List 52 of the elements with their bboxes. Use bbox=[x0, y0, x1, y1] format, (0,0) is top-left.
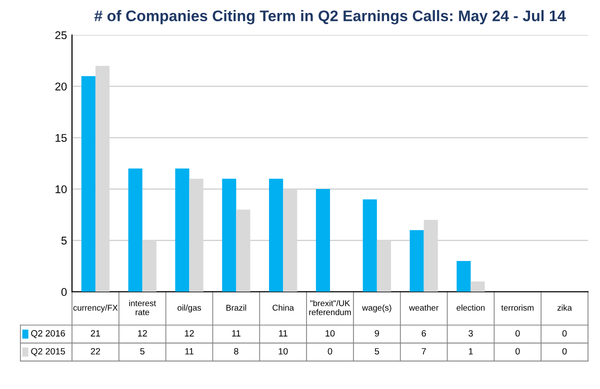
bar bbox=[316, 189, 330, 292]
data-label: 11 bbox=[232, 330, 240, 336]
x-tick-label: wage(s) bbox=[362, 304, 392, 312]
bar bbox=[269, 178, 284, 292]
data-label: 0 bbox=[562, 348, 567, 355]
data-label: 0 bbox=[515, 348, 520, 355]
x-tick-label: Brazil bbox=[226, 304, 246, 311]
bar bbox=[410, 230, 424, 292]
data-label: 6 bbox=[422, 330, 426, 337]
bar bbox=[222, 178, 236, 292]
x-tick-label: oil/gas bbox=[178, 304, 202, 312]
data-label: 7 bbox=[422, 348, 426, 354]
data-label: 0 bbox=[328, 348, 332, 355]
x-tick-label: election bbox=[456, 304, 485, 311]
data-label: 12 bbox=[184, 330, 194, 336]
x-tick-label: "brexit"/UK referendum bbox=[309, 300, 351, 316]
bar bbox=[470, 281, 485, 292]
bar bbox=[81, 76, 96, 292]
data-label: 0 bbox=[515, 330, 520, 337]
data-label: 12 bbox=[138, 330, 147, 336]
y-tick-label: 25 bbox=[55, 31, 67, 40]
x-tick-label: weather bbox=[408, 304, 439, 311]
x-tick-label: China bbox=[272, 304, 294, 311]
data-label: 22 bbox=[90, 348, 100, 354]
data-label: 11 bbox=[279, 330, 288, 336]
x-tick-label: currency/FX bbox=[73, 304, 118, 312]
data-label: 5 bbox=[374, 348, 380, 355]
bar bbox=[456, 260, 471, 292]
data-label: 3 bbox=[468, 330, 473, 337]
bar bbox=[362, 199, 377, 292]
y-tick-label: 20 bbox=[55, 82, 67, 90]
bar bbox=[175, 168, 190, 292]
y-tick-label: 0 bbox=[61, 288, 67, 296]
data-label: 1 bbox=[468, 348, 473, 354]
data-label: 9 bbox=[374, 330, 379, 337]
data-label: 0 bbox=[562, 330, 567, 337]
chart-title: # of Companies Citing Term in Q2 Earnings Calls: May 24 - Jul 14 bbox=[94, 10, 566, 24]
y-tick-label: 5 bbox=[61, 236, 67, 245]
data-label: 10 bbox=[278, 348, 288, 355]
data-label: 10 bbox=[326, 330, 335, 337]
data-label: 5 bbox=[140, 348, 144, 355]
x-tick-label: interest rate bbox=[129, 300, 156, 316]
legend-label: Q2 2015 bbox=[31, 348, 65, 356]
data-label: 11 bbox=[185, 348, 194, 354]
legend-label: Q2 2016 bbox=[31, 330, 65, 338]
x-tick-label: terrorism bbox=[501, 304, 534, 311]
bar bbox=[128, 168, 142, 292]
data-label: 21 bbox=[90, 330, 100, 336]
data-label: 8 bbox=[234, 348, 238, 355]
y-tick-label: 15 bbox=[56, 134, 67, 142]
x-tick-label: zika bbox=[557, 304, 572, 311]
y-tick-label: 10 bbox=[56, 185, 67, 194]
